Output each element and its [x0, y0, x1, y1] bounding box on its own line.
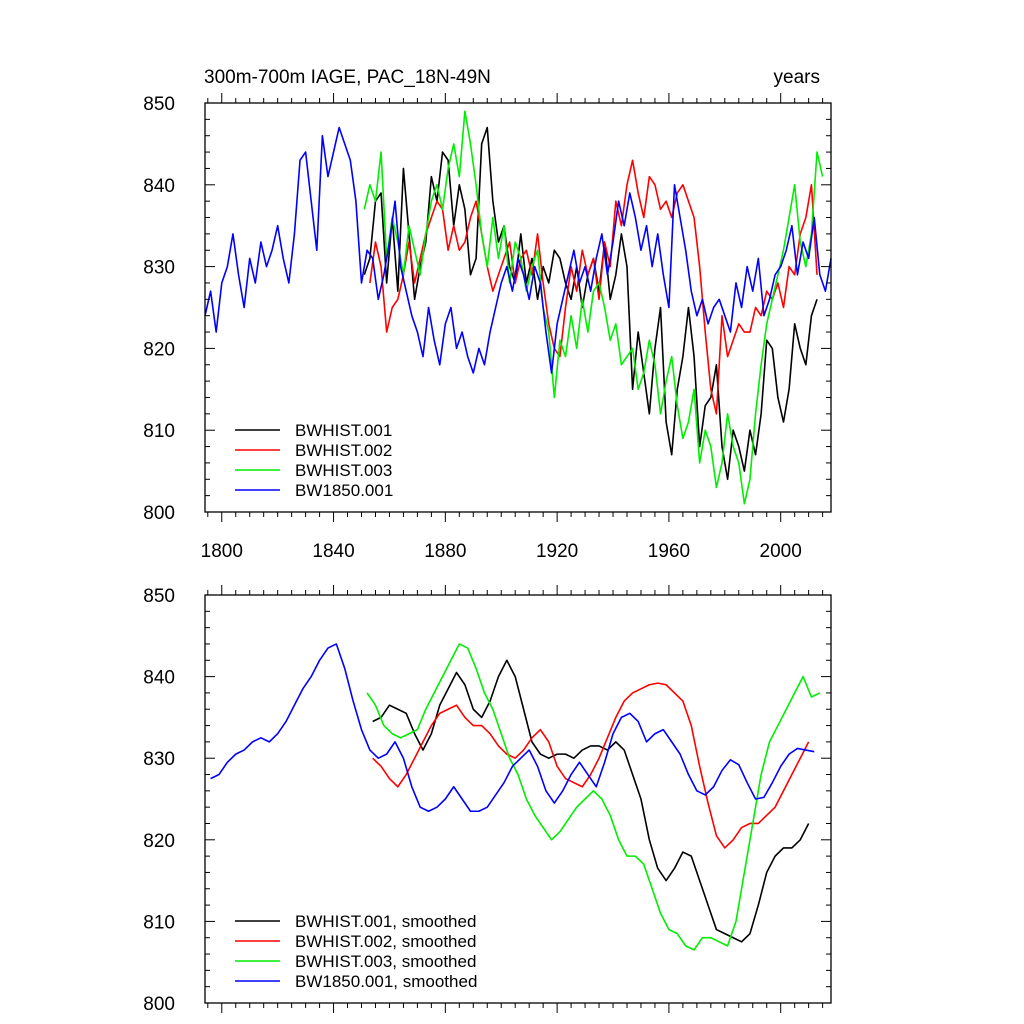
- plot-frame: [204, 102, 832, 513]
- y-tick-label: 830: [143, 258, 175, 279]
- y-tick-label: 800: [143, 994, 175, 1015]
- x-tick-label: 1920: [536, 541, 578, 562]
- units-label: years: [774, 67, 820, 88]
- series-line-1-0: [372, 659, 810, 943]
- series-line-0-2: [363, 110, 824, 505]
- top-panel-raw: 1800 1840 1880 1920 1960 2000 800 810 820 830 840 8…: [143, 93, 832, 562]
- y-tick-label: 840: [143, 176, 175, 197]
- x-tick-label: 2000: [760, 541, 802, 562]
- legend-label: BWHIST.001: [295, 421, 392, 440]
- series-line-1-2: [366, 643, 821, 951]
- legend-label: BW1850.001: [295, 481, 393, 500]
- legend-label: BWHIST.002, smoothed: [295, 932, 476, 951]
- y-tick-label: 850: [143, 94, 175, 115]
- y-tick-label: 800: [143, 503, 175, 524]
- chart-title: 300m-700m IAGE, PAC_18N-49N: [204, 67, 491, 88]
- legend-label: BWHIST.003: [295, 461, 392, 480]
- x-tick-label: 1800: [201, 541, 243, 562]
- series-line-1-1: [372, 682, 810, 849]
- y-tick-label: 820: [143, 339, 175, 360]
- y-tick-label: 810: [143, 421, 175, 442]
- y-tick-label: 850: [143, 586, 175, 607]
- plot-frame: [204, 594, 832, 1004]
- x-tick-label: 1840: [312, 541, 354, 562]
- x-tick-label: 1960: [648, 541, 690, 562]
- x-tick-label: 1880: [424, 541, 466, 562]
- series-line-1-3: [210, 643, 815, 813]
- legend-label: BW1850.001, smoothed: [295, 972, 477, 991]
- y-tick-label: 830: [143, 749, 175, 770]
- legend-label: BWHIST.003, smoothed: [295, 952, 476, 971]
- series-line-0-1: [369, 159, 818, 415]
- y-tick-label: 810: [143, 912, 175, 933]
- y-tick-label: 840: [143, 668, 175, 689]
- legend-label: BWHIST.002: [295, 441, 392, 460]
- series-line-0-3: [204, 126, 832, 374]
- y-tick-label: 820: [143, 831, 175, 852]
- legend-label: BWHIST.001, smoothed: [295, 912, 476, 931]
